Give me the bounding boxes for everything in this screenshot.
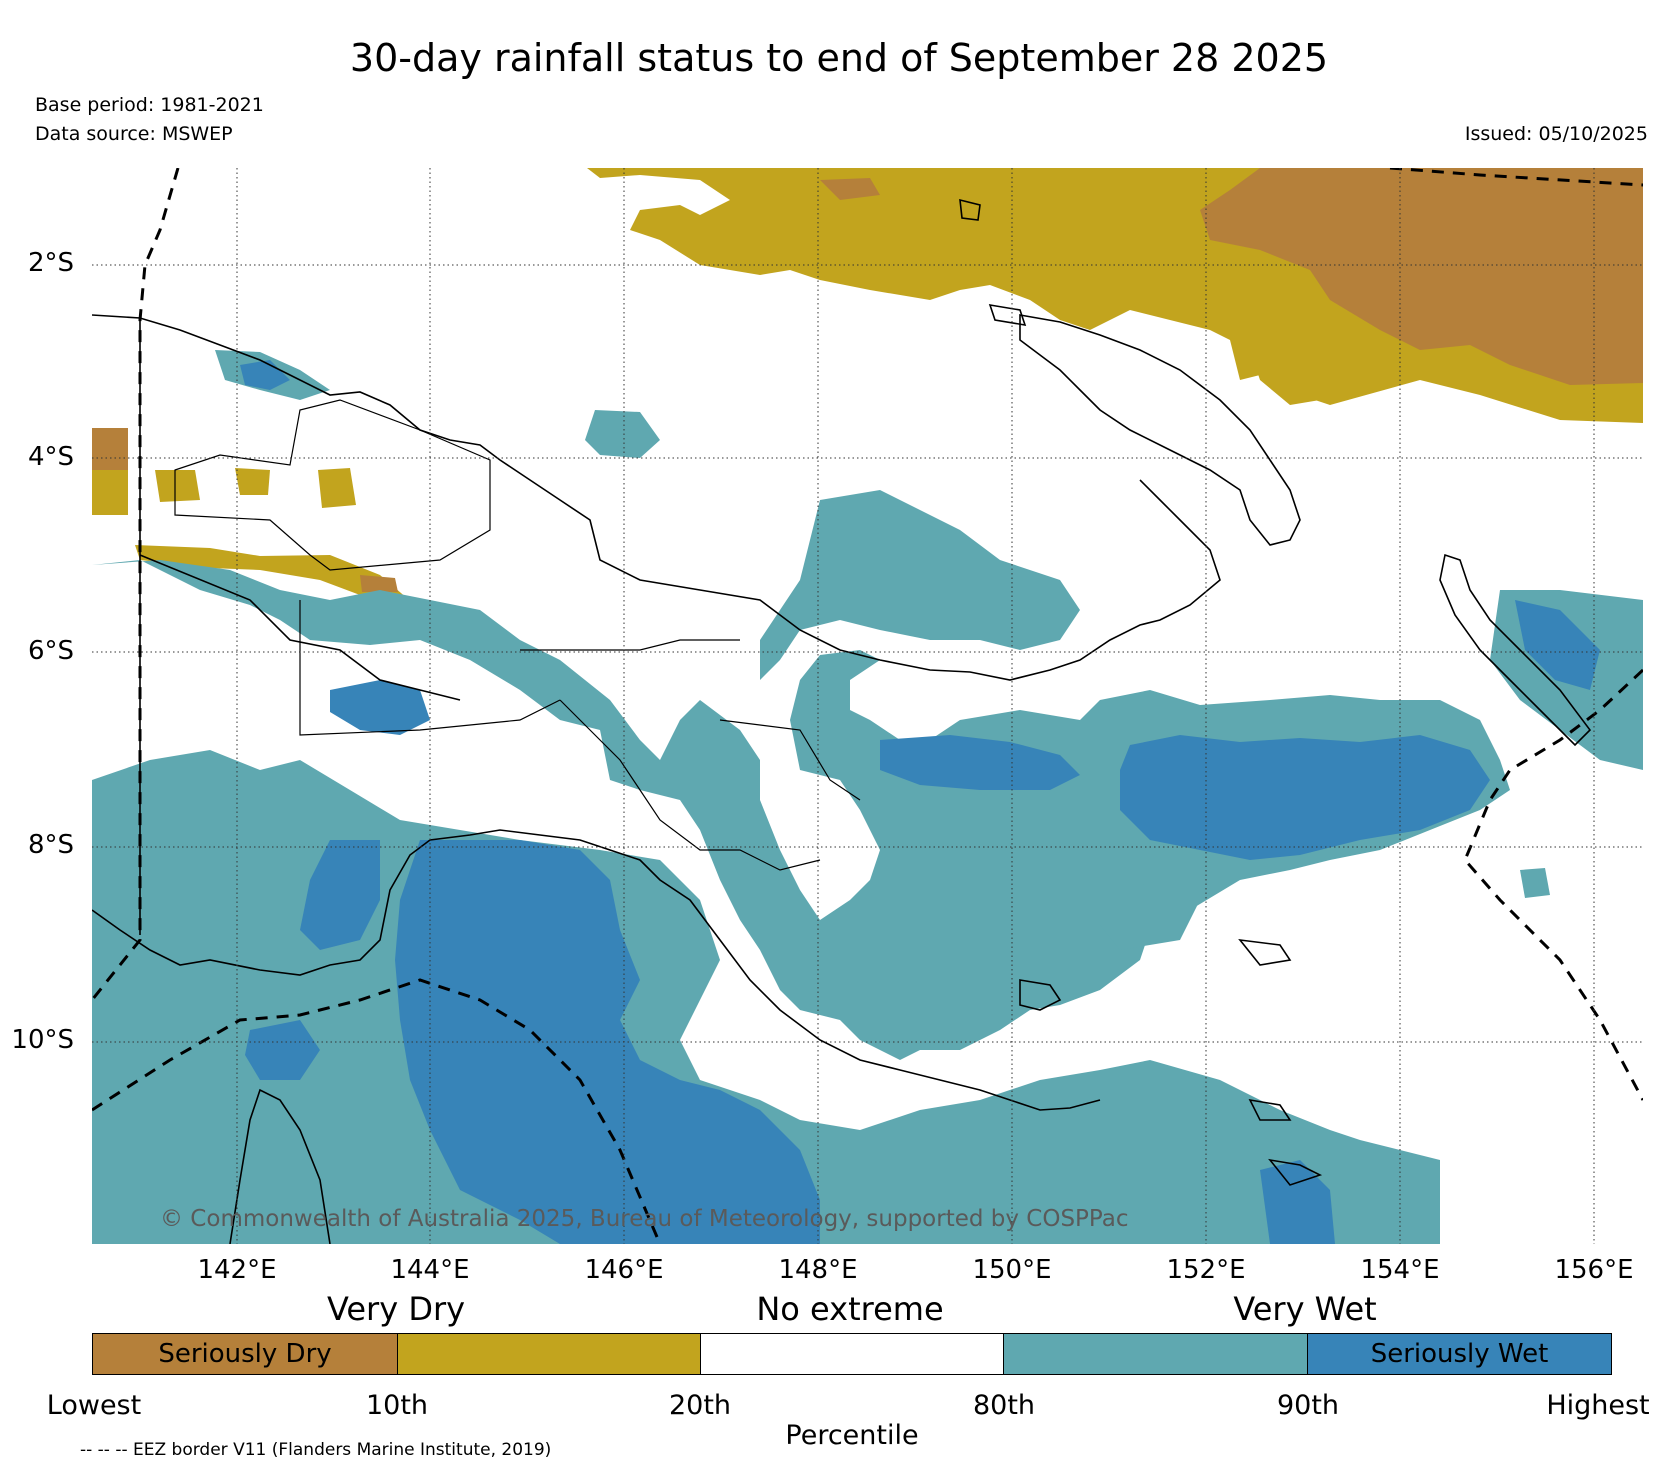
png-north-coast <box>92 314 1221 681</box>
d-entrecasteaux-islands <box>1019 938 1323 1186</box>
seriously-wet-region-nw <box>240 360 290 390</box>
map-credit: © Commonwealth of Australia 2025, Bureau… <box>160 1206 1129 1232</box>
very-dry-patch-4 <box>318 468 356 508</box>
lat-label-10s: 10°S <box>11 1025 74 1055</box>
very-wet-patch-4 <box>1100 880 1200 950</box>
data-source: Data source: MSWEP <box>35 123 233 145</box>
seriously-wet-region-central <box>880 735 1080 790</box>
eez-borders <box>92 168 1643 1244</box>
legend-bar-seriously-wet: Seriously Wet <box>1307 1333 1612 1375</box>
new-britain-coast <box>1019 314 1301 546</box>
page-title: 30-day rainfall status to end of Septemb… <box>349 36 1329 80</box>
eez-border-north-east <box>1389 168 1643 187</box>
issued-date: Issued: 05/10/2025 <box>1464 123 1648 145</box>
lon-label-148e: 148°E <box>778 1255 858 1285</box>
lon-label-150e: 150°E <box>972 1255 1052 1285</box>
lat-label-6s: 6°S <box>27 636 74 666</box>
seriously-wet-region-east <box>1120 735 1490 860</box>
island-north <box>959 198 1027 327</box>
legend-category-very-dry: Very Dry <box>326 1290 466 1328</box>
legend-category-very-wet: Very Wet <box>1233 1290 1377 1328</box>
lon-label-142e: 142°E <box>197 1255 277 1285</box>
legend-tick-20th: 20th <box>668 1390 732 1421</box>
lon-label-146e: 146°E <box>584 1255 664 1285</box>
legend-bar-no-extreme <box>700 1333 1004 1375</box>
seriously-wet-region-southwest <box>245 1020 320 1080</box>
eez-border-south-west <box>92 978 662 1244</box>
lon-label-156e: 156°E <box>1554 1255 1634 1285</box>
very-wet-patch-5 <box>1520 868 1550 898</box>
legend-tick-80th: 80th <box>972 1390 1036 1421</box>
eez-border-west <box>92 168 180 1001</box>
eez-border-east <box>1463 668 1643 1101</box>
seriously-wet-region-fly <box>300 840 380 950</box>
seriously-wet-region-bougainville <box>1515 600 1600 690</box>
seriously-dry-patch-2 <box>360 575 398 592</box>
lon-label-152e: 152°E <box>1166 1255 1246 1285</box>
legend-bar-seriously-dry: Seriously Dry <box>92 1333 398 1375</box>
very-wet-region-central <box>760 490 1080 680</box>
lon-label-154e: 154°E <box>1360 1255 1440 1285</box>
seriously-dry-patch-west <box>92 428 128 470</box>
lon-label-144e: 144°E <box>390 1255 470 1285</box>
coastlines <box>92 198 1592 1244</box>
eez-footnote: -- -- -- EEZ border V11 (Flanders Marine… <box>80 1440 552 1460</box>
legend-bar-very-wet <box>1003 1333 1308 1375</box>
seriously-wet-region-gulf <box>395 840 820 1244</box>
very-dry-region-island <box>1245 330 1320 405</box>
legend-axis-label: Percentile <box>785 1420 919 1451</box>
very-wet-patch-north <box>585 410 660 458</box>
seriously-wet-region-se <box>1260 1160 1335 1244</box>
lat-label-2s: 2°S <box>27 248 74 278</box>
australia-cape-york <box>229 1088 331 1244</box>
legend-tick-90th: 90th <box>1276 1390 1340 1421</box>
legend-bar-very-dry <box>397 1333 701 1375</box>
lat-label-8s: 8°S <box>27 830 74 860</box>
base-period: Base period: 1981-2021 <box>35 94 264 116</box>
png-south-coast <box>92 829 1101 1111</box>
very-dry-patch-5 <box>135 545 415 612</box>
seriously-dry-patch <box>820 178 880 200</box>
very-dry-patch-2 <box>155 470 200 502</box>
seriously-wet-region-png <box>330 680 430 735</box>
provincial-borders <box>174 399 861 871</box>
legend-tick-10th: 10th <box>365 1390 429 1421</box>
lat-label-4s: 4°S <box>27 442 74 472</box>
very-dry-patch-3 <box>235 468 270 495</box>
gridlines <box>92 168 1643 1244</box>
seriously-dry-region-north <box>1200 168 1643 385</box>
legend-category-no-extreme: No extreme <box>756 1290 944 1328</box>
legend-tick-lowest: Lowest <box>46 1390 142 1421</box>
legend-tick-highest: Highest <box>1546 1390 1650 1421</box>
bougainville-coast <box>1439 553 1592 747</box>
